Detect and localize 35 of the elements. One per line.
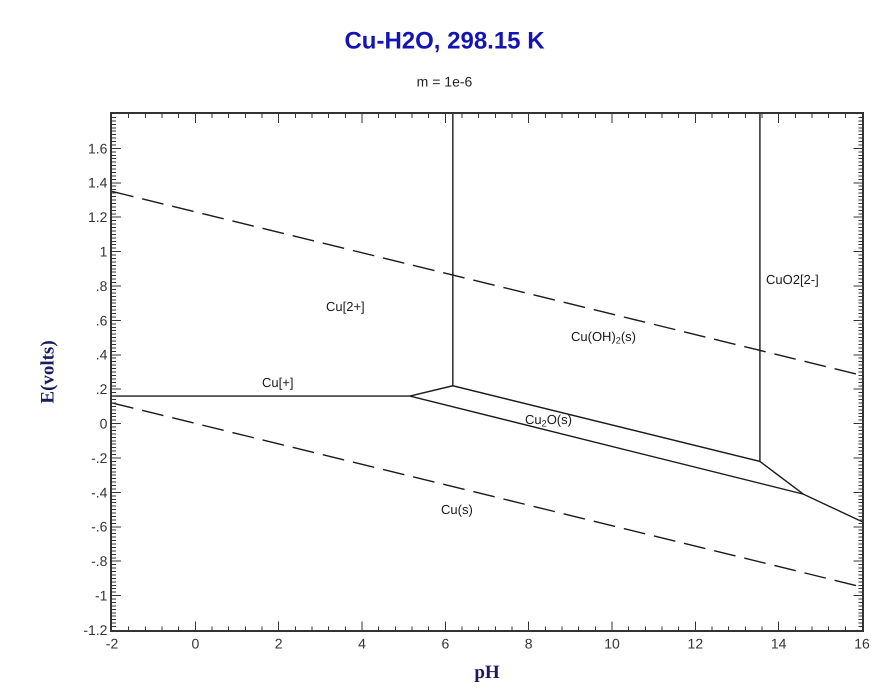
x-tick-label: 16 (854, 636, 870, 652)
y-tick-label: -1.2 (83, 622, 108, 638)
x-tick-label: 10 (604, 636, 620, 652)
y-tick-label: .4 (96, 346, 108, 363)
chart-title: Cu-H2O, 298.15 K (344, 27, 546, 54)
y-axis-title: E(volts) (38, 340, 59, 404)
y-tick-label: -.6 (91, 518, 108, 535)
x-tick-label: -2 (106, 636, 118, 652)
annotation: Cu[2+] (326, 299, 365, 314)
x-tick-label: 4 (358, 636, 366, 652)
chart-subtitle: m = 1e-6 (416, 74, 473, 90)
y-tick-label: -1 (94, 588, 108, 604)
x-tick-label: 6 (441, 636, 450, 652)
annotation: Cu[+] (262, 375, 294, 390)
annotation: Cu$_{2}$O(s) (525, 412, 572, 429)
annotation: Cu(s) (441, 502, 473, 517)
y-tick-label: .6 (96, 312, 108, 328)
y-tick-label: 1.4 (88, 174, 108, 191)
x-tick-label: 14 (770, 636, 787, 652)
y-tick-label: .2 (96, 381, 108, 398)
y-tick-label: 1 (100, 244, 108, 260)
y-tick-label: 0 (100, 416, 108, 432)
y-tick-label: -.2 (91, 450, 108, 466)
x-tick-label: 2 (274, 636, 283, 652)
y-tick-label: -.8 (91, 553, 108, 570)
y-tick-label: .8 (96, 278, 108, 294)
y-tick-label: 1.6 (88, 140, 108, 156)
x-axis-title: pH (474, 662, 500, 683)
x-tick-label: 8 (524, 636, 533, 652)
x-tick-label: 12 (688, 636, 704, 652)
y-tick-label: 1.2 (88, 209, 108, 226)
annotation: Cu(OH)$_{2}$(s) (571, 329, 636, 346)
x-tick-label: 0 (191, 636, 200, 652)
annotation: CuO2[2-] (766, 272, 819, 287)
y-tick-label: -.4 (91, 484, 108, 500)
